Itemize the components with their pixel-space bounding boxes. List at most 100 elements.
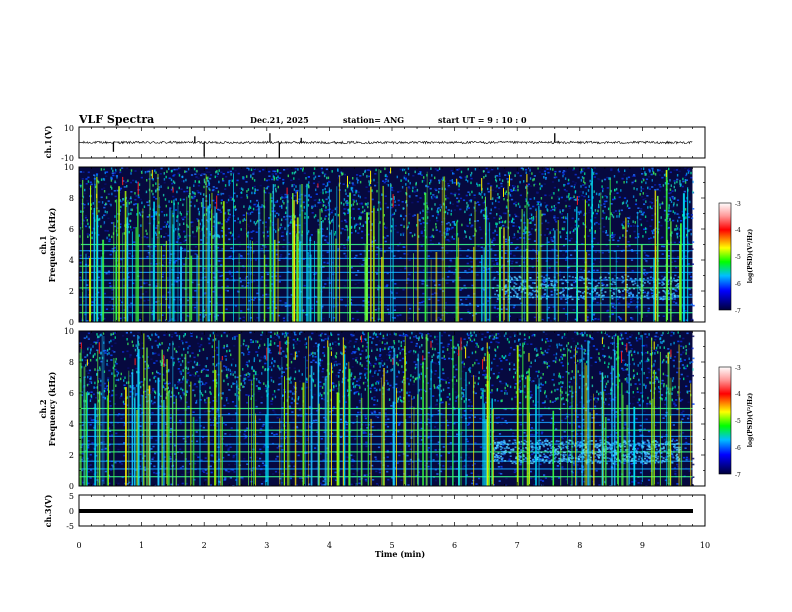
spec-noise-cell	[536, 201, 539, 203]
spec-noise-cell	[483, 217, 486, 220]
spec-noise-cell	[300, 309, 303, 312]
spec-upper-cell	[663, 173, 666, 177]
spec-noise-cell	[680, 353, 683, 356]
spec-emission-cell	[677, 276, 680, 278]
spec-noise-cell	[558, 275, 561, 278]
spec-noise-cell	[497, 455, 500, 457]
spec-noise-cell	[663, 209, 667, 212]
spec-noise-cell	[253, 185, 256, 188]
spec-noise-cell	[652, 232, 656, 235]
spec-noise-cell	[321, 228, 324, 231]
spec-noise-cell	[595, 212, 598, 215]
spec-noise-cell	[391, 248, 394, 250]
spec-noise-cell	[295, 484, 298, 486]
spec-noise-cell	[133, 203, 136, 206]
spec-noise-cell	[112, 251, 115, 254]
spec-upper-cell	[524, 205, 526, 208]
spec-noise-cell	[556, 217, 559, 219]
spec-upper-cell	[171, 186, 174, 189]
spec-noise-cell	[326, 251, 329, 254]
spec-noise-cell	[422, 235, 425, 237]
spec-upper-cell	[322, 191, 324, 195]
spec-upper-cell	[458, 184, 460, 188]
spec-noise-cell	[588, 211, 591, 214]
spec-noise-cell	[95, 444, 98, 447]
spec-noise-cell	[94, 386, 97, 389]
spec-noise-cell	[692, 335, 695, 338]
spec-noise-cell	[322, 317, 325, 320]
spec-upper-cell	[208, 181, 210, 185]
spec-noise-cell	[356, 179, 360, 181]
spec-noise-cell	[277, 388, 280, 391]
spec-noise-cell	[193, 309, 196, 311]
spec-noise-cell	[554, 207, 557, 209]
spec-noise-cell	[441, 357, 444, 359]
spec-noise-cell	[85, 183, 88, 185]
spec-upper-cell	[642, 192, 644, 195]
spec-noise-cell	[413, 191, 416, 193]
spec-upper-cell	[325, 206, 327, 209]
spec-upper-cell	[504, 220, 506, 224]
spec-upper-cell	[644, 215, 647, 218]
spec-emission-cell	[524, 287, 527, 290]
spec-noise-cell	[264, 221, 267, 224]
spec-noise-cell	[415, 288, 418, 291]
spec-noise-cell	[298, 477, 302, 479]
spec-noise-cell	[416, 201, 419, 203]
spec-noise-cell	[383, 272, 386, 274]
spec-upper-cell	[495, 225, 498, 228]
spec-upper-cell	[554, 173, 556, 176]
spec-noise-cell	[651, 219, 654, 221]
spec-noise-cell	[450, 238, 453, 240]
spec-emission-cell	[565, 279, 568, 282]
spec-upper-cell	[400, 233, 402, 236]
spec-upper-cell	[562, 216, 565, 219]
spec-upper-cell	[80, 210, 82, 213]
spec-emission-cell	[516, 296, 519, 298]
spec-emission-cell	[577, 296, 580, 298]
spec-upper-cell	[622, 225, 624, 228]
spec-noise-cell	[220, 207, 223, 209]
spec-noise-cell	[104, 447, 107, 450]
spec-upper-cell	[304, 216, 306, 219]
spec-noise-cell	[365, 445, 368, 448]
spec-noise-cell	[659, 237, 662, 240]
spec-emission-cell	[647, 281, 649, 283]
spec-noise-cell	[512, 439, 515, 441]
spec-upper-cell	[621, 223, 623, 226]
spec-noise-cell	[179, 419, 182, 422]
spec-noise-cell	[180, 381, 183, 384]
spec-upper-cell	[564, 177, 567, 180]
spec-noise-cell	[489, 212, 492, 215]
spec-upper-cell	[334, 233, 336, 236]
spec-noise-cell	[234, 405, 237, 407]
spec-noise-cell	[141, 236, 144, 239]
spec-noise-cell	[691, 217, 694, 219]
spec-upper-cell	[387, 179, 389, 183]
spec-upper-cell	[513, 233, 516, 236]
spec-emission-cell	[627, 275, 630, 278]
spec-noise-cell	[246, 401, 249, 404]
spec-upper-cell	[139, 213, 142, 217]
spec-upper-cell	[237, 217, 239, 220]
spec-noise-cell	[277, 446, 280, 449]
spec-noise-cell	[161, 264, 164, 267]
spec-emission-cell	[674, 279, 677, 282]
spec-noise-cell	[630, 298, 633, 301]
spec-noise-cell	[251, 301, 254, 304]
spec-emission-cell	[633, 280, 636, 283]
spec-upper-cell	[598, 200, 601, 203]
spec-sferic	[238, 253, 240, 322]
spec-noise-cell	[543, 213, 546, 216]
spec-noise-cell	[504, 252, 507, 254]
spec-noise-cell	[390, 186, 394, 189]
spec-upper-cell	[400, 214, 402, 217]
spec-noise-cell	[290, 315, 293, 318]
spec-sferic	[538, 251, 540, 322]
spec-noise-cell	[195, 386, 198, 388]
spec-upper-cell	[217, 221, 219, 225]
spec-noise-cell	[409, 232, 412, 234]
spec-noise-cell	[360, 225, 363, 227]
spec-noise-cell	[357, 282, 360, 284]
spec-noise-cell	[353, 194, 356, 196]
